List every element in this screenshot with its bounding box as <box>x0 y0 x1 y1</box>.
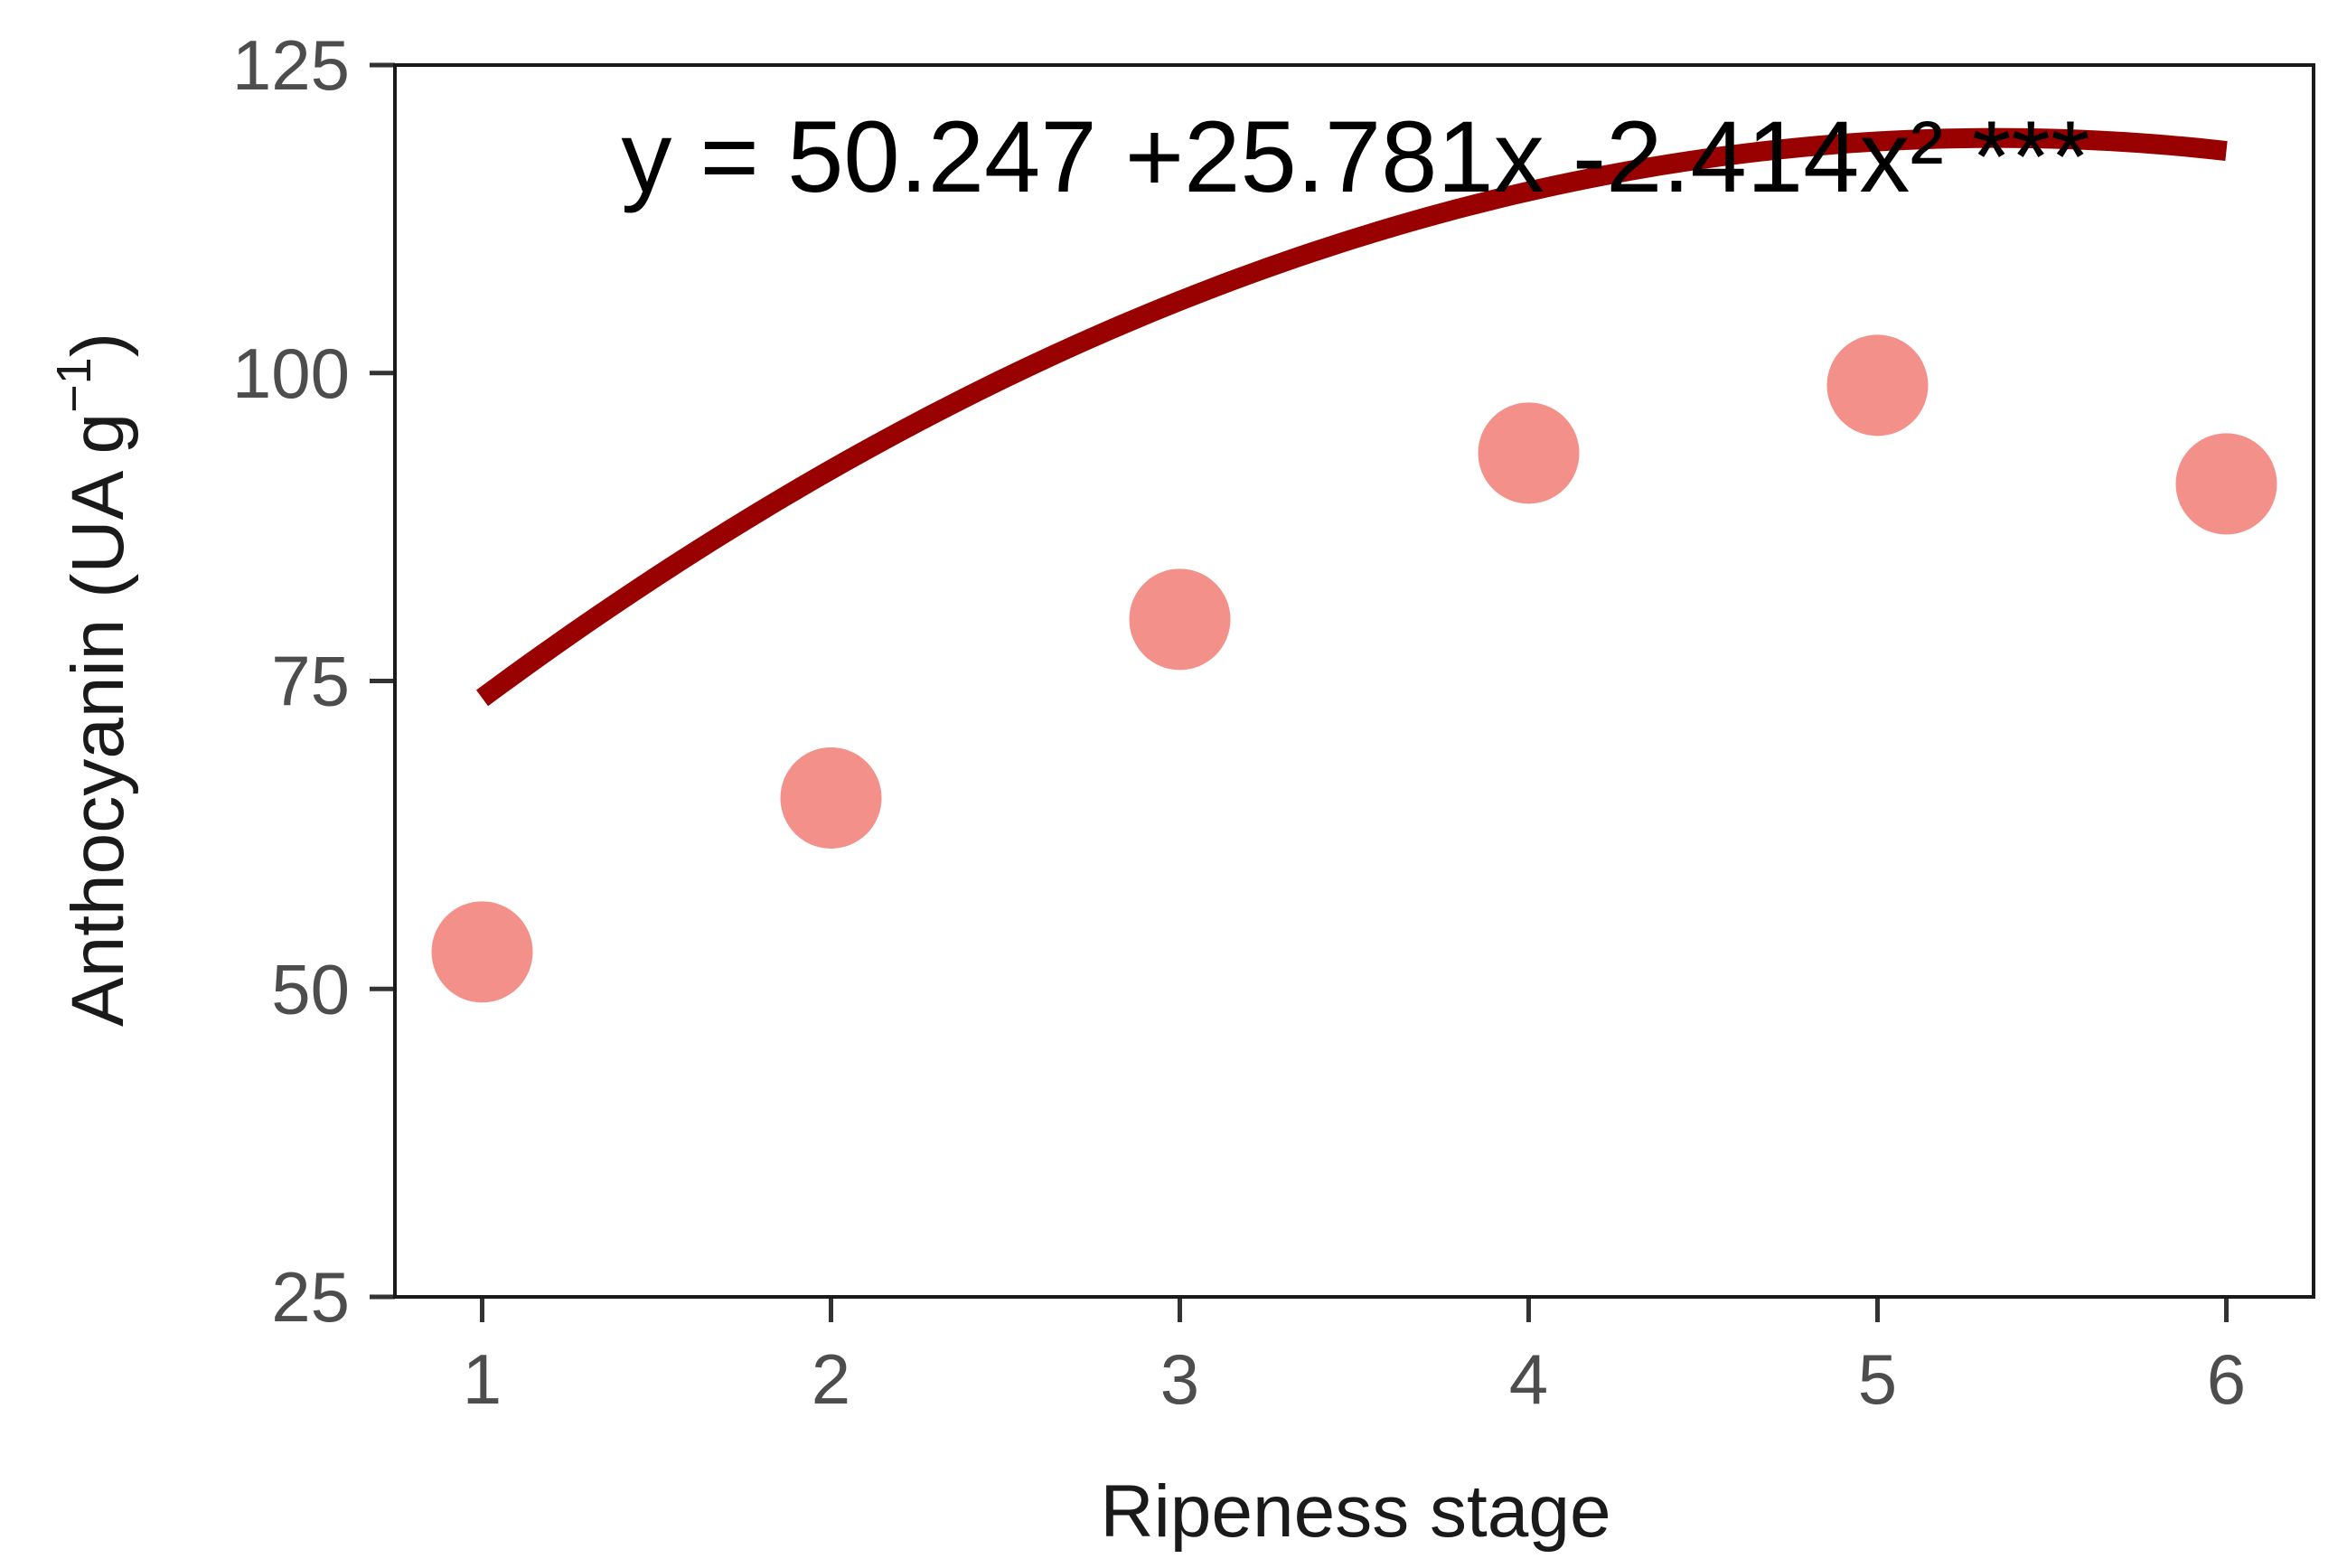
data-points <box>431 334 2277 1003</box>
y-axis: 25 50 75 100 125 <box>232 25 395 1337</box>
x-axis: 1 2 3 4 5 6 <box>463 1297 2246 1419</box>
data-point-4 <box>1478 402 1580 504</box>
x-tick-label-2: 2 <box>812 1339 850 1419</box>
x-tick-label-6: 6 <box>2207 1339 2246 1419</box>
x-tick-label-1: 1 <box>463 1339 502 1419</box>
x-tick-label-5: 5 <box>1858 1339 1897 1419</box>
data-point-6 <box>2175 433 2277 535</box>
y-axis-title-close: ) <box>57 333 139 357</box>
y-axis-title-superscript: −1 <box>47 357 101 413</box>
data-point-1 <box>431 901 533 1003</box>
y-tick-label-75: 75 <box>271 642 350 721</box>
x-axis-title: Ripeness stage <box>1100 1470 1610 1553</box>
data-point-3 <box>1129 568 1231 671</box>
y-tick-label-25: 25 <box>271 1257 350 1337</box>
x-tick-label-3: 3 <box>1160 1339 1199 1419</box>
x-tick-label-4: 4 <box>1509 1339 1548 1419</box>
y-tick-label-50: 50 <box>271 949 350 1028</box>
y-axis-title-main: Anthocyanin (UA g <box>57 413 139 1027</box>
y-tick-label-100: 100 <box>232 333 350 413</box>
regression-equation: y = 50.247 +25.781x -2.414x² *** <box>621 100 2089 213</box>
y-axis-title: Anthocyanin (UA g−1) <box>47 333 139 1027</box>
y-tick-label-125: 125 <box>232 25 350 105</box>
fit-curve <box>475 127 2228 707</box>
plot-panel-border <box>393 63 2315 1299</box>
plot-background <box>395 65 2314 1297</box>
data-point-2 <box>780 746 882 849</box>
data-point-5 <box>1826 334 1929 437</box>
